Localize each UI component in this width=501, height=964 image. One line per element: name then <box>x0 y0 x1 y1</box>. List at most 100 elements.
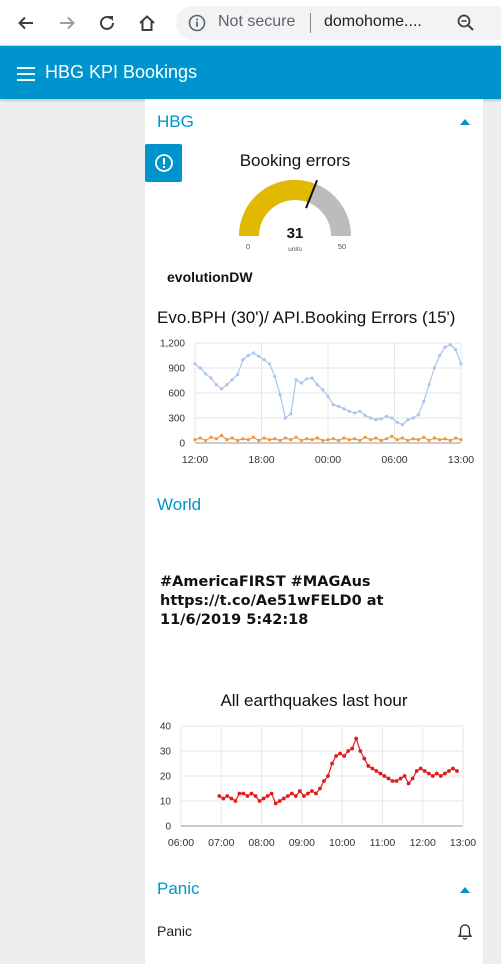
data-point <box>432 436 436 440</box>
data-point <box>370 766 375 771</box>
data-point <box>273 374 277 378</box>
data-point <box>294 435 298 439</box>
data-point <box>289 791 294 796</box>
data-point <box>326 774 330 778</box>
data-point <box>225 438 229 442</box>
data-point <box>273 437 277 441</box>
tweet-text: #AmericaFIRST #MAGAus https://t.co/Ae51w… <box>160 574 384 628</box>
data-point <box>342 754 347 758</box>
data-point <box>283 436 287 440</box>
data-point <box>267 362 272 366</box>
data-point <box>237 791 242 796</box>
data-point <box>315 383 319 387</box>
data-point <box>438 774 443 778</box>
data-point <box>447 769 451 773</box>
data-point <box>411 416 415 420</box>
y-tick-label: 0 <box>179 439 185 450</box>
data-point <box>362 756 367 761</box>
data-point <box>281 796 286 801</box>
group-title-panic[interactable]: Panic <box>157 879 200 898</box>
collapse-caret-icon[interactable] <box>460 887 470 893</box>
data-point <box>390 416 394 420</box>
collapse-caret-icon[interactable] <box>460 119 470 125</box>
data-point <box>342 436 346 440</box>
data-point <box>438 438 442 442</box>
data-point <box>406 418 410 422</box>
data-point <box>353 411 357 415</box>
data-point <box>299 381 303 385</box>
data-point <box>402 774 407 778</box>
dashboard-card: HBG Booking errors 31 units 0 50 evoluti… <box>145 99 483 964</box>
menu-icon[interactable] <box>17 66 35 85</box>
data-point <box>305 377 309 381</box>
x-tick-label: 12:00 <box>182 454 208 466</box>
data-point <box>321 438 325 443</box>
y-tick-label: 30 <box>160 747 172 758</box>
x-tick-label: 10:00 <box>329 837 355 849</box>
data-point <box>257 354 261 358</box>
data-point <box>347 409 351 413</box>
data-point <box>265 794 270 798</box>
y-tick-label: 40 <box>160 722 172 733</box>
data-point <box>293 794 298 798</box>
data-point <box>204 372 208 376</box>
data-point <box>262 358 266 362</box>
group-title-world[interactable]: World <box>157 495 202 514</box>
data-point <box>214 437 218 441</box>
data-point <box>315 436 319 440</box>
y-tick-label: 20 <box>160 772 172 783</box>
data-point <box>338 751 342 756</box>
data-point <box>306 791 310 796</box>
data-point <box>443 437 447 441</box>
data-point <box>358 749 363 753</box>
data-point <box>379 417 383 421</box>
data-point <box>299 438 303 443</box>
data-point <box>269 791 274 796</box>
x-tick-label: 08:00 <box>248 837 274 849</box>
data-point <box>416 438 420 442</box>
series-line <box>218 736 458 805</box>
y-tick-label: 300 <box>168 414 185 425</box>
url-text[interactable]: domohome.... <box>324 13 422 30</box>
data-point <box>321 388 325 392</box>
x-tick-label: 09:00 <box>289 837 315 849</box>
x-tick-label: 07:00 <box>208 837 234 849</box>
bell-icon[interactable] <box>457 923 473 941</box>
back-arrow-icon[interactable] <box>12 9 40 37</box>
data-point <box>310 438 314 442</box>
y-tick-label: 10 <box>160 797 172 808</box>
gauge-title: Booking errors <box>240 151 351 170</box>
data-point <box>204 438 208 443</box>
data-point <box>418 766 423 771</box>
alert-button[interactable] <box>145 144 182 182</box>
data-point <box>432 366 436 370</box>
chart-title-earthquakes: All earthquakes last hour <box>220 691 408 710</box>
data-point <box>358 409 362 413</box>
data-point <box>411 437 415 441</box>
data-point <box>245 794 250 798</box>
info-icon[interactable] <box>188 14 206 36</box>
group-title-hbg[interactable]: HBG <box>157 112 194 131</box>
data-point <box>334 754 338 758</box>
data-point <box>394 779 399 783</box>
data-point <box>350 746 355 751</box>
data-point <box>451 766 455 771</box>
booking-errors-gauge: Booking errors 31 units 0 50 <box>239 151 351 253</box>
home-icon[interactable] <box>133 9 161 37</box>
data-point <box>241 437 245 441</box>
data-point <box>310 376 314 380</box>
address-bar[interactable]: Not secure domohome.... <box>176 6 501 40</box>
x-tick-label: 13:00 <box>450 837 476 849</box>
data-point <box>318 786 322 791</box>
data-point <box>379 438 383 443</box>
data-point <box>427 383 431 387</box>
data-point <box>193 362 197 366</box>
data-point <box>267 438 272 442</box>
y-tick-label: 900 <box>168 364 185 375</box>
zoom-icon[interactable] <box>456 13 476 37</box>
data-point <box>283 416 287 420</box>
data-point <box>354 736 359 741</box>
x-tick-label: 00:00 <box>315 454 341 466</box>
forward-arrow-icon[interactable] <box>53 9 81 37</box>
reload-icon[interactable] <box>93 9 121 37</box>
